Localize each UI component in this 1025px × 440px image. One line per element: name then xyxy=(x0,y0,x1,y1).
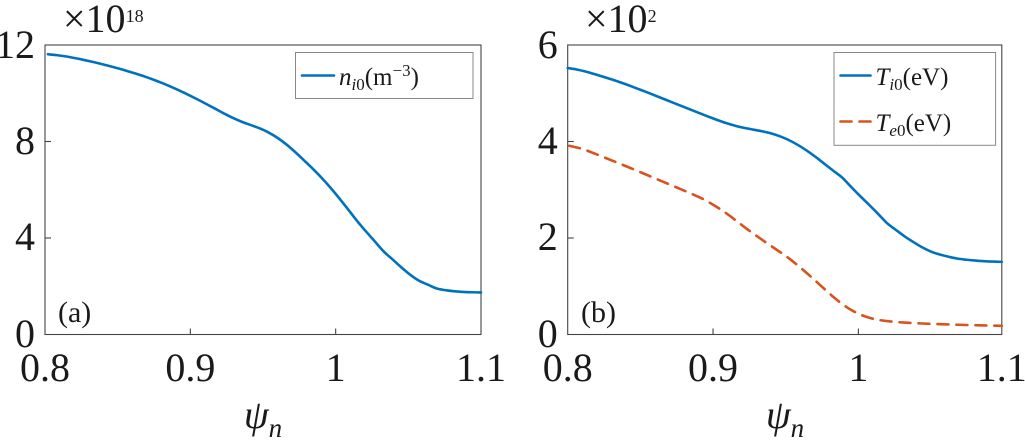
svg-text:ψn: ψn xyxy=(766,392,804,440)
svg-text:0.8: 0.8 xyxy=(20,345,70,390)
svg-text:0.9: 0.9 xyxy=(688,345,738,390)
svg-text:Te0(eV): Te0(eV) xyxy=(876,110,952,140)
svg-text:1: 1 xyxy=(326,345,346,390)
svg-text:4: 4 xyxy=(15,214,35,259)
svg-text:12: 12 xyxy=(0,22,35,67)
svg-text:×1018: ×1018 xyxy=(63,0,144,41)
svg-text:Ti0(eV): Ti0(eV) xyxy=(876,64,949,94)
svg-text:6: 6 xyxy=(538,22,558,67)
svg-text:(a): (a) xyxy=(58,296,91,329)
svg-text:1.1: 1.1 xyxy=(977,345,1025,390)
svg-text:×102: ×102 xyxy=(585,0,657,41)
svg-text:4: 4 xyxy=(538,118,558,163)
svg-text:1: 1 xyxy=(848,345,868,390)
svg-text:1.1: 1.1 xyxy=(456,345,506,390)
svg-text:ψn: ψn xyxy=(244,392,282,440)
svg-text:0.9: 0.9 xyxy=(165,345,215,390)
svg-text:0.8: 0.8 xyxy=(543,345,593,390)
svg-text:2: 2 xyxy=(538,214,558,259)
svg-text:(b): (b) xyxy=(581,296,616,329)
svg-text:8: 8 xyxy=(15,118,35,163)
